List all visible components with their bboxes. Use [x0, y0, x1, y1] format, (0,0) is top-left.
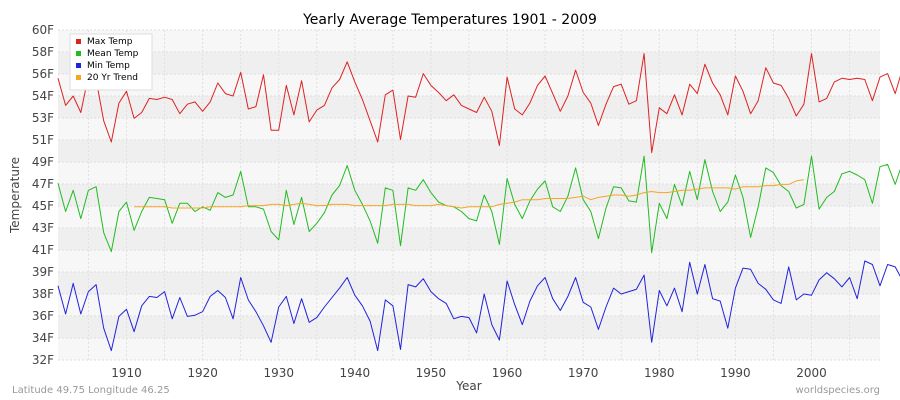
y-tick-label: 43F	[32, 221, 54, 235]
y-tick-label: 32F	[32, 353, 54, 367]
legend-swatch	[76, 51, 81, 56]
legend-swatch	[76, 39, 81, 44]
grid-band	[58, 74, 880, 96]
x-tick-label: 2000	[796, 366, 827, 380]
y-tick-label: 36F	[32, 309, 54, 323]
x-tick-label: 1920	[187, 366, 218, 380]
legend-label: 20 Yr Trend	[87, 73, 138, 83]
y-tick-label: 34F	[32, 331, 54, 345]
x-axis-tick-labels: 1910 1920 1930 1940 1950 1960 1970 1980 1990 2000	[111, 366, 827, 380]
grid-band	[58, 294, 880, 316]
grid-band	[58, 162, 880, 184]
y-tick-label: 47F	[32, 177, 54, 191]
legend-swatch	[76, 75, 81, 80]
x-tick-label: 1940	[340, 366, 371, 380]
x-tick-label: 1910	[111, 366, 142, 380]
legend-label: Max Temp	[87, 37, 133, 47]
y-tick-label: 56F	[32, 67, 54, 81]
footer-source: worldspecies.org	[796, 385, 880, 396]
legend-label: Mean Temp	[87, 49, 139, 59]
y-tick-label: 58F	[32, 45, 54, 59]
y-axis-title: Temperature	[8, 157, 22, 234]
y-tick-label: 51F	[32, 133, 54, 147]
y-tick-label: 49F	[32, 155, 54, 169]
y-tick-label: 53F	[32, 111, 54, 125]
series-line-min-temp	[57, 260, 900, 352]
y-tick-label: 60F	[32, 23, 54, 37]
grid-band	[58, 118, 880, 140]
footer-location: Latitude 49.75 Longitude 46.25	[12, 385, 170, 396]
x-axis-title: Year	[455, 379, 481, 393]
grid-band	[58, 206, 880, 228]
x-tick-label: 1960	[492, 366, 523, 380]
y-tick-label: 39F	[32, 265, 54, 279]
y-tick-label: 38F	[32, 287, 54, 301]
x-tick-label: 1980	[644, 366, 675, 380]
legend-box	[69, 33, 153, 91]
grid-band	[58, 338, 880, 360]
x-tick-label: 1930	[263, 366, 294, 380]
y-tick-label: 45F	[32, 199, 54, 213]
grid-lines	[58, 29, 880, 361]
x-tick-label: 1950	[416, 366, 447, 380]
grid-band	[58, 30, 880, 52]
series-lines	[57, 53, 900, 352]
y-axis-tick-labels: 32F 34F 36F 38F 39F 41F 43F 45F 47F 49F 51F 53F 54F 5…	[32, 23, 54, 367]
y-tick-label: 41F	[32, 243, 54, 257]
legend-swatch	[76, 63, 81, 68]
x-tick-label: 1990	[720, 366, 751, 380]
series-line-max-temp	[57, 53, 900, 154]
chart-title: Yearly Average Temperatures 1901 - 2009	[302, 12, 597, 28]
legend: Max Temp Mean Temp Min Temp 20 Yr Trend	[69, 33, 153, 91]
y-tick-label: 54F	[32, 89, 54, 103]
x-tick-label: 1970	[568, 366, 599, 380]
legend-label: Min Temp	[87, 61, 130, 71]
grid-band	[58, 250, 880, 272]
series-line-20-yr-trend	[134, 179, 804, 209]
